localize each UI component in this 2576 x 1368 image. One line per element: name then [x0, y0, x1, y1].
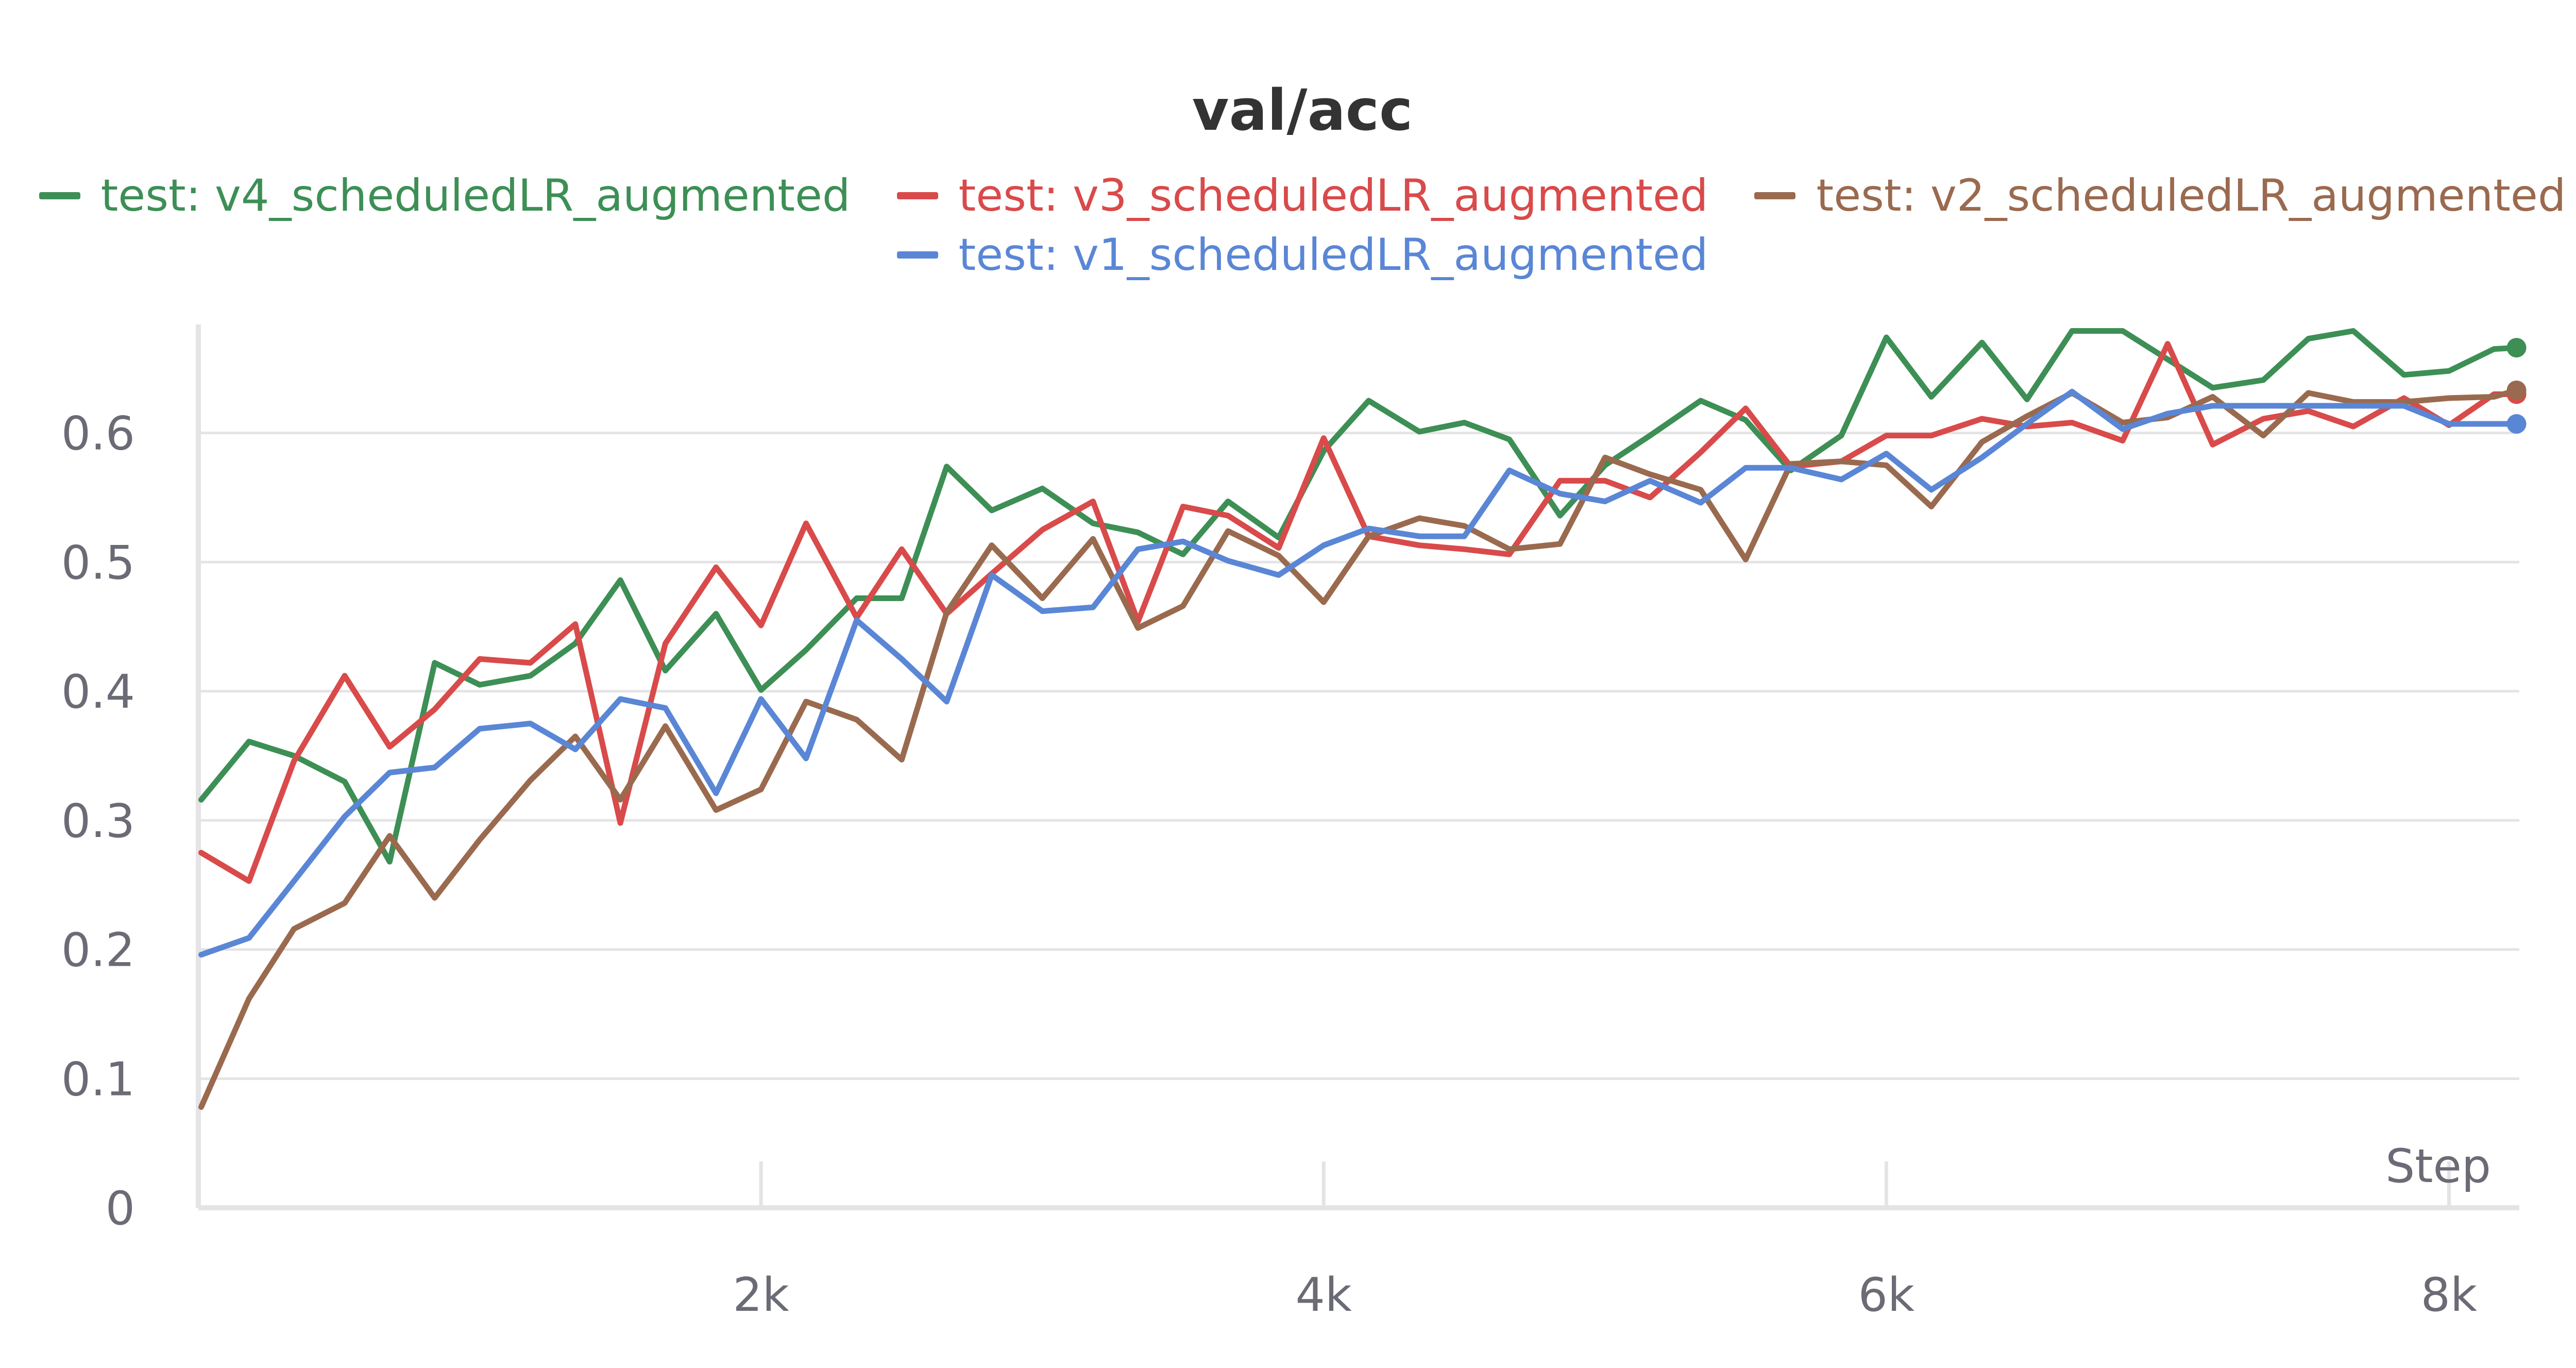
series-line [198, 388, 2519, 958]
legend-label: test: v2_scheduledLR_augmented [1816, 170, 2566, 221]
legend-label: test: v4_scheduledLR_augmented [100, 170, 851, 221]
legend-label: test: v3_scheduledLR_augmented [958, 170, 1708, 221]
chart-title: val/acc [1192, 77, 1413, 143]
legend-swatch [896, 192, 938, 199]
legend-item-v1[interactable]: test: v1_scheduledLR_augmented [896, 229, 1708, 281]
legend-row: test: v1_scheduledLR_augmented [0, 229, 2576, 281]
legend-swatch [896, 251, 938, 259]
series-end-marker [2506, 380, 2527, 400]
series-end-marker [2506, 338, 2527, 358]
x-tick-label: 4k [1296, 1268, 1352, 1322]
x-tick-label: 6k [1858, 1268, 1914, 1322]
x-tick-label: 2k [733, 1268, 789, 1322]
legend-swatch [39, 192, 80, 199]
tick-labels: 0 0.1 0.2 0.3 0.4 0.5 0.6 2k 4k 6k 8k [61, 407, 2477, 1322]
legend-row: test: v4_scheduledLR_augmented test: v3_… [0, 170, 2576, 221]
grid-lines [198, 432, 2519, 1080]
legend-swatch [1754, 192, 1796, 199]
legend-item-v3[interactable]: test: v3_scheduledLR_augmented [896, 170, 1708, 221]
series-line [198, 341, 2519, 884]
series-lines [198, 328, 2527, 1110]
series-end-marker [2506, 414, 2527, 434]
legend-item-v4[interactable]: test: v4_scheduledLR_augmented [39, 170, 851, 221]
axes [196, 324, 2519, 1210]
series-line [198, 328, 2519, 865]
y-tick-label: 0.2 [61, 924, 135, 978]
y-tick-label: 0.6 [61, 407, 135, 461]
series-line [198, 387, 2519, 1110]
legend-label: test: v1_scheduledLR_augmented [958, 229, 1708, 281]
x-tick-label: 8k [2421, 1268, 2477, 1322]
y-tick-label: 0.4 [61, 665, 135, 719]
legend-item-v2[interactable]: test: v2_scheduledLR_augmented [1754, 170, 2566, 221]
y-tick-label: 0.3 [61, 794, 135, 848]
y-tick-label: 0.5 [61, 536, 135, 590]
x-axis-label: Step [2385, 1139, 2491, 1193]
y-tick-label: 0.1 [61, 1052, 135, 1106]
y-tick-label: 0 [106, 1182, 135, 1236]
